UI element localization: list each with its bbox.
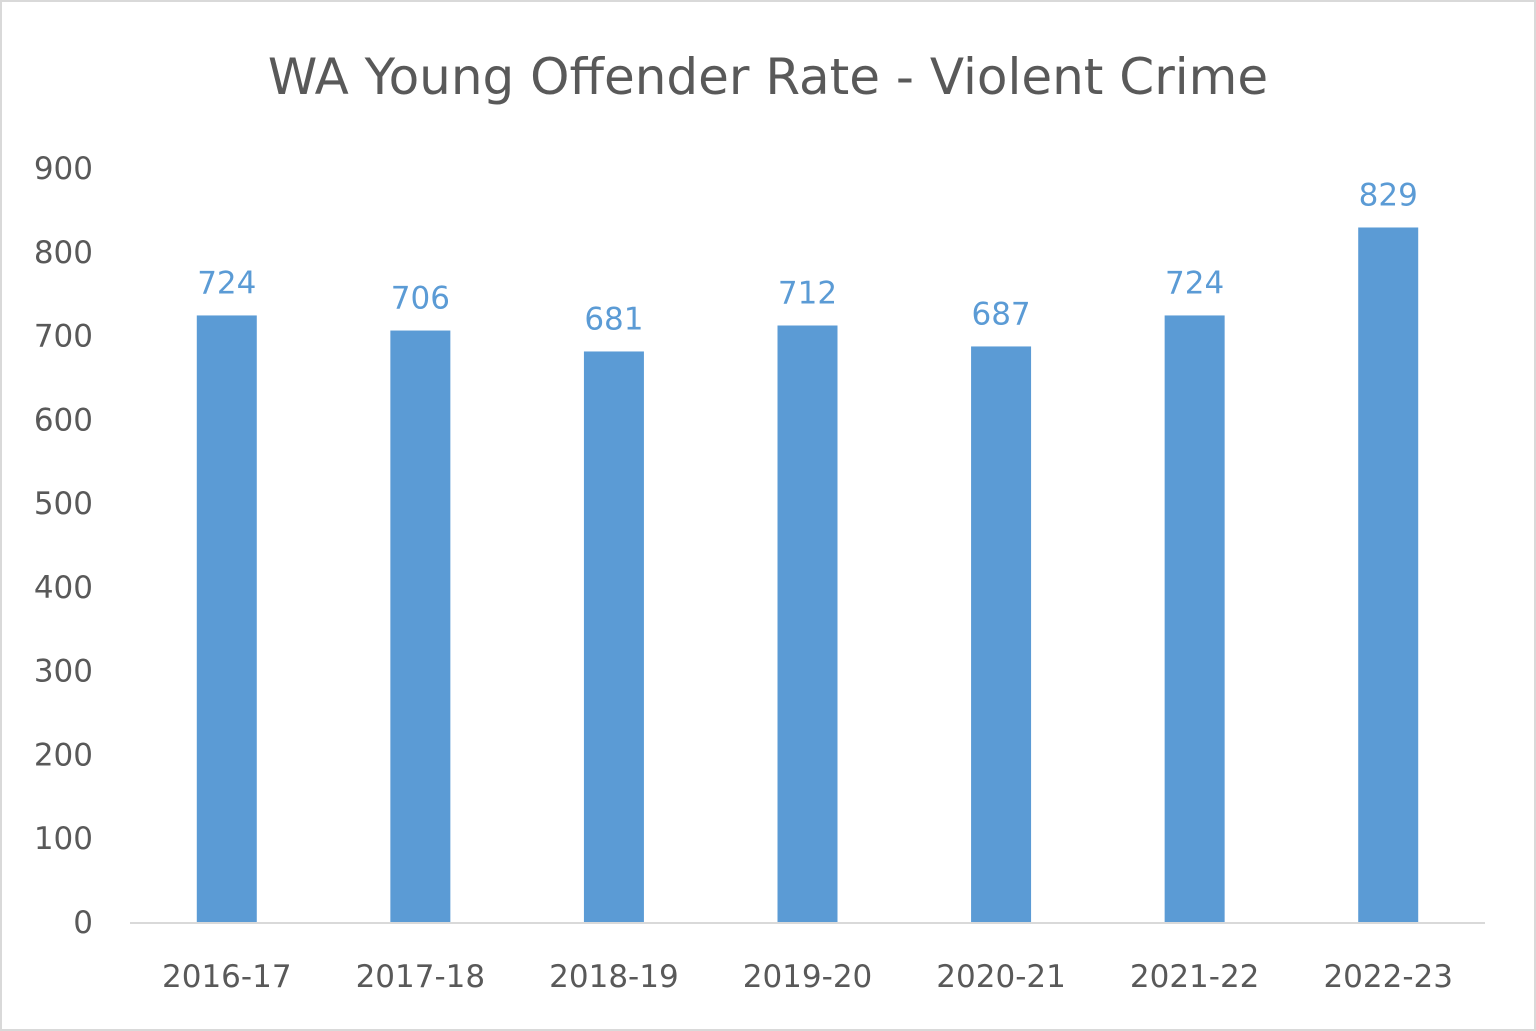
data-label: 706: [391, 281, 450, 317]
x-tick-label: 2019-20: [743, 959, 873, 995]
y-tick-label: 0: [73, 905, 93, 941]
data-label: 687: [971, 296, 1030, 332]
x-tick-label: 2022-23: [1323, 959, 1453, 995]
y-tick-label: 700: [34, 319, 93, 355]
y-tick-label: 300: [34, 654, 93, 690]
data-label: 712: [778, 276, 837, 312]
data-label: 724: [1165, 265, 1224, 301]
y-tick-label: 100: [34, 821, 93, 857]
bar: [390, 330, 451, 922]
y-axis-ticks: 0 100 200 300 400 500 600 700 800 900: [34, 151, 93, 941]
y-tick-label: 900: [34, 151, 93, 187]
bar: [777, 325, 838, 923]
bar: [583, 351, 644, 922]
bar: [196, 315, 257, 923]
x-tick-label: 2018-19: [549, 959, 679, 995]
x-tick-label: 2017-18: [356, 959, 486, 995]
data-label: 829: [1359, 177, 1418, 213]
x-axis-categories: 2016-17 2017-18 2018-19 2019-20 2020-21 2021-…: [162, 959, 1453, 995]
y-tick-label: 400: [34, 570, 93, 606]
bar: [971, 346, 1032, 922]
y-tick-label: 800: [34, 235, 93, 271]
data-labels: 724 706 681 712 687 724 829: [197, 177, 1418, 337]
data-label: 681: [584, 301, 643, 337]
x-tick-label: 2021-22: [1130, 959, 1260, 995]
y-tick-label: 600: [34, 402, 93, 438]
x-tick-label: 2020-21: [936, 959, 1066, 995]
y-tick-label: 500: [34, 486, 93, 522]
data-label: 724: [197, 265, 256, 301]
y-tick-label: 200: [34, 737, 93, 773]
chart-title: WA Young Offender Rate - Violent Crime: [268, 48, 1268, 106]
bar: [1164, 315, 1225, 923]
bars: [196, 227, 1419, 923]
bar: [1358, 227, 1419, 922]
x-tick-label: 2016-17: [162, 959, 292, 995]
